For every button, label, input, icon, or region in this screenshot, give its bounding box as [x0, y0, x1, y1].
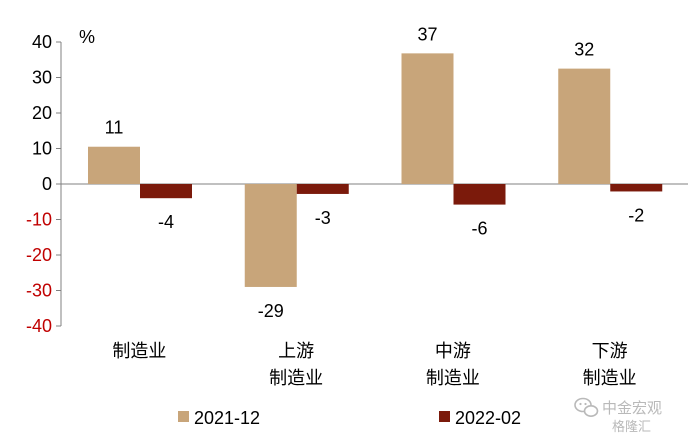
data-label: -4: [158, 212, 174, 232]
bar-2021-12: [244, 184, 297, 287]
legend: 2021-12 2022-02: [178, 408, 521, 428]
y-tick-label: -30: [26, 281, 52, 301]
data-label: 37: [417, 24, 437, 44]
watermark-text: 中金宏观: [602, 400, 662, 417]
y-tick-label: -40: [26, 316, 52, 336]
y-tick-label: 10: [32, 139, 52, 159]
bar-2022-02: [140, 184, 192, 199]
data-label: -3: [315, 208, 331, 228]
category-label: 中游: [435, 341, 471, 361]
y-tick-label: -20: [26, 245, 52, 265]
legend-label-2021-12: 2021-12: [194, 408, 260, 428]
y-tick-label: -10: [26, 210, 52, 230]
category-label: 制造业: [583, 368, 637, 388]
bar-2021-12: [401, 53, 454, 184]
y-tick-label: 0: [42, 174, 52, 194]
bar-2021-12: [88, 146, 140, 184]
data-label: -29: [258, 301, 284, 321]
legend-swatch-2022-02: [439, 411, 450, 422]
category-label: 下游: [592, 341, 628, 361]
y-axis-unit-label: %: [79, 27, 95, 47]
bar-2022-02: [296, 184, 349, 194]
wechat-icon: [574, 397, 599, 417]
category-label: 制造业: [426, 368, 480, 388]
category-label: 制造业: [269, 368, 323, 388]
data-label: -2: [628, 205, 644, 225]
bar-2021-12: [558, 68, 611, 184]
bars-layer: [88, 53, 663, 287]
legend-swatch-2021-12: [178, 411, 189, 422]
category-label: 上游: [278, 341, 314, 361]
legend-label-2022-02: 2022-02: [455, 408, 521, 428]
data-label: -6: [471, 219, 487, 239]
y-tick-label: 40: [32, 32, 52, 52]
y-tick-label: 30: [32, 68, 52, 88]
watermark: 中金宏观 格隆汇: [574, 397, 662, 434]
bar-2022-02: [453, 184, 506, 205]
y-tick-label: 20: [32, 103, 52, 123]
bar-2022-02: [610, 184, 663, 192]
category-label: 制造业: [112, 341, 166, 361]
data-label: 32: [574, 40, 594, 60]
data-label: 11: [105, 118, 124, 138]
watermark-logo: 格隆汇: [612, 419, 651, 434]
